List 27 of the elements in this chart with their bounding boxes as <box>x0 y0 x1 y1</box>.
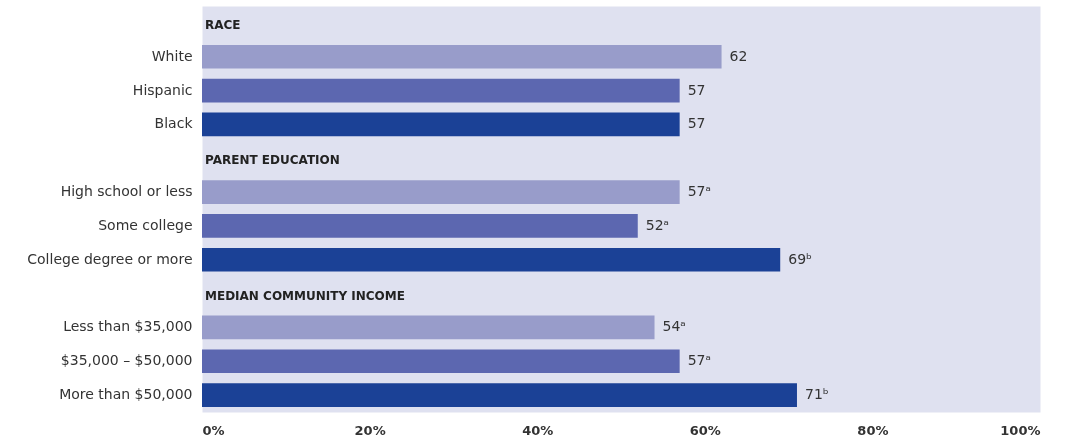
data-label: 54ᵃ <box>662 318 686 335</box>
y-tick-label: $35,000 – $50,000 <box>60 352 193 369</box>
x-tick-label: 80% <box>857 422 889 438</box>
y-tick-label: Black <box>154 115 194 132</box>
x-tick-label: 0% <box>202 422 225 438</box>
y-tick-label: Less than $35,000 <box>63 318 193 335</box>
y-tick-label: RACE <box>205 17 241 32</box>
y-tick-label: MEDIAN COMMUNITY INCOME <box>205 288 405 303</box>
data-label: 62 <box>729 47 748 64</box>
data-label: 57 <box>687 81 706 98</box>
x-tick-label: 100% <box>1000 422 1041 438</box>
x-tick-label: 20% <box>354 422 386 438</box>
y-tick-label: Hispanic <box>132 81 193 98</box>
data-label: 57ᵃ <box>687 352 711 369</box>
data-label: 52ᵃ <box>645 216 670 233</box>
x-tick-label: 40% <box>522 422 554 438</box>
data-label: 57ᵃ <box>687 183 711 200</box>
x-tick-label: 60% <box>689 422 721 438</box>
data-label: 71ᵇ <box>804 386 829 403</box>
y-tick-label: College degree or more <box>27 250 193 267</box>
data-label: 69ᵇ <box>788 250 813 267</box>
y-tick-label: Some college <box>98 216 193 233</box>
data-label: 57 <box>687 115 706 132</box>
y-tick-label: PARENT EDUCATION <box>205 153 340 168</box>
y-tick-label: High school or less <box>60 183 193 200</box>
y-tick-label: White <box>151 47 193 64</box>
y-tick-label: More than $50,000 <box>59 386 193 403</box>
